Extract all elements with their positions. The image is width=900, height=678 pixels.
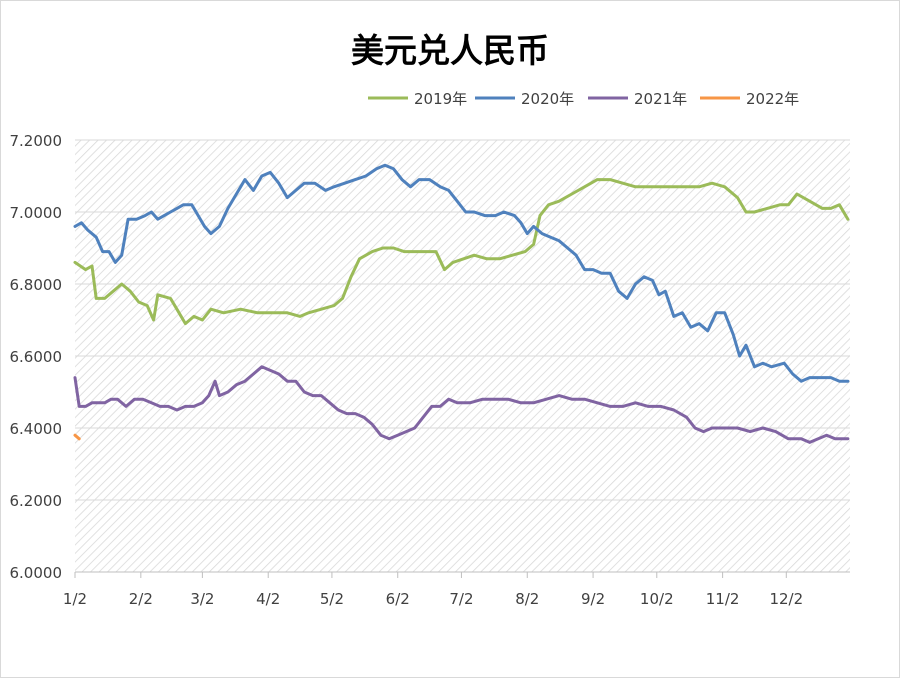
x-tick-label: 2/2 bbox=[129, 590, 153, 608]
y-tick-label: 6.8000 bbox=[10, 276, 63, 294]
x-tick-label: 6/2 bbox=[386, 590, 410, 608]
x-tick-label: 9/2 bbox=[581, 590, 605, 608]
x-tick-label: 3/2 bbox=[190, 590, 214, 608]
series-line-0 bbox=[73, 178, 850, 326]
x-tick-label: 7/2 bbox=[449, 590, 473, 608]
legend-label: 2021年 bbox=[634, 90, 687, 108]
legend-label: 2019年 bbox=[414, 90, 467, 108]
x-tick-label: 1/2 bbox=[63, 590, 87, 608]
chart-title: 美元兑人民币 bbox=[351, 31, 549, 70]
y-tick-label: 7.2000 bbox=[10, 132, 63, 150]
x-tick-label: 8/2 bbox=[515, 590, 539, 608]
y-tick-label: 6.6000 bbox=[10, 348, 63, 366]
y-tick-label: 7.0000 bbox=[10, 204, 63, 222]
series-line-3 bbox=[73, 433, 81, 441]
x-tick-label: 10/2 bbox=[640, 590, 674, 608]
x-tick-label: 5/2 bbox=[320, 590, 344, 608]
x-tick-label: 11/2 bbox=[706, 590, 740, 608]
legend-label: 2022年 bbox=[746, 90, 799, 108]
series-line-2 bbox=[73, 365, 850, 444]
series-line-1 bbox=[73, 163, 850, 383]
y-tick-label: 6.0000 bbox=[10, 564, 63, 582]
y-tick-label: 6.4000 bbox=[10, 420, 63, 438]
legend-label: 2020年 bbox=[521, 90, 574, 108]
y-tick-label: 6.2000 bbox=[10, 492, 63, 510]
x-tick-label: 4/2 bbox=[256, 590, 280, 608]
x-tick-label: 12/2 bbox=[769, 590, 803, 608]
